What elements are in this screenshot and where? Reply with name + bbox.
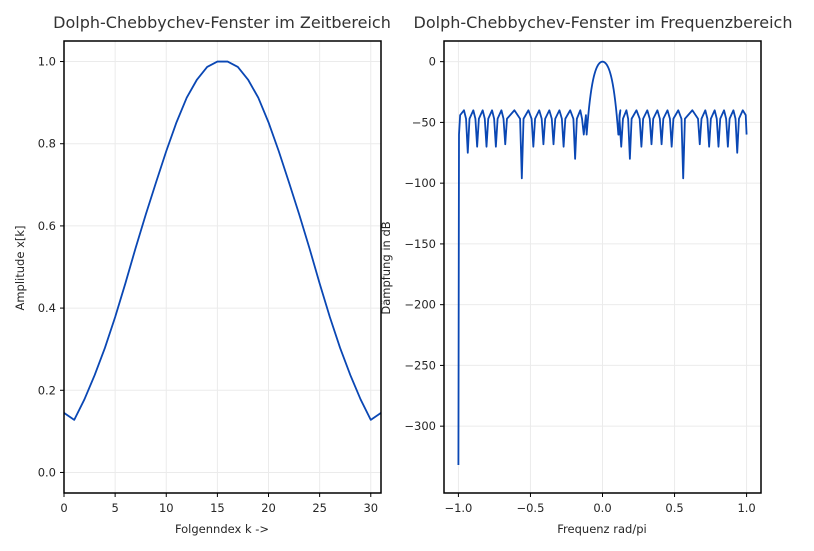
y-axis-label: Dämpfung in dB: [379, 221, 393, 314]
x-axis-label: Folgenndex k ->: [175, 522, 269, 536]
grid: [444, 41, 761, 493]
y-axis-label: Amplitude x[k]: [13, 225, 27, 310]
x-tick-label: 10: [159, 501, 174, 515]
axis-ticks: 0 5 10 15 20 25 30 0.0 0.2 0.4 0.6 0.8 1.0: [38, 55, 378, 515]
time-domain-chart: Dolph-Chebbychev-Fenster im Zeitbereich …: [13, 13, 391, 536]
y-tick-label: −50: [412, 115, 436, 129]
x-tick-label: 0.0: [593, 501, 611, 515]
x-tick-label: 30: [363, 501, 378, 515]
x-tick-label: 1.0: [737, 501, 755, 515]
grid: [63, 41, 381, 493]
axis-ticks: −1.0 −0.5 0.0 0.5 1.0 0 −50 −100 −150 −200 −250 −30…: [404, 55, 755, 515]
x-tick-label: 0.5: [665, 501, 683, 515]
y-tick-label: 0.0: [38, 465, 56, 479]
frequency-domain-chart: Dolph-Chebbychev-Fenster im Frequenzbere…: [379, 13, 792, 536]
y-tick-label: −100: [404, 176, 436, 190]
y-tick-label: −250: [404, 358, 436, 372]
y-tick-label: 0.6: [38, 219, 56, 233]
x-tick-label: 15: [210, 501, 225, 515]
y-tick-label: 1.0: [38, 55, 56, 69]
window-series-line: [63, 60, 382, 421]
chart-title: Dolph-Chebbychev-Fenster im Zeitbereich: [53, 13, 391, 32]
plot-frame: [63, 40, 382, 494]
y-tick-label: −200: [404, 298, 436, 312]
y-tick-label: −150: [404, 237, 436, 251]
x-tick-label: 5: [111, 501, 118, 515]
x-tick-label: −0.5: [516, 501, 544, 515]
y-tick-label: 0.2: [38, 383, 56, 397]
y-tick-label: 0.8: [38, 137, 56, 151]
x-tick-label: 25: [312, 501, 327, 515]
y-tick-label: 0: [429, 55, 436, 69]
spectrum-series-line: [457, 60, 748, 466]
chart-title: Dolph-Chebbychev-Fenster im Frequenzbere…: [414, 13, 793, 32]
y-tick-label: 0.4: [38, 301, 56, 315]
y-tick-label: −300: [404, 419, 436, 433]
x-tick-label: −1.0: [444, 501, 472, 515]
x-tick-label: 20: [261, 501, 276, 515]
x-tick-label: 0: [60, 501, 67, 515]
x-axis-label: Frequenz rad/pi: [557, 522, 646, 536]
